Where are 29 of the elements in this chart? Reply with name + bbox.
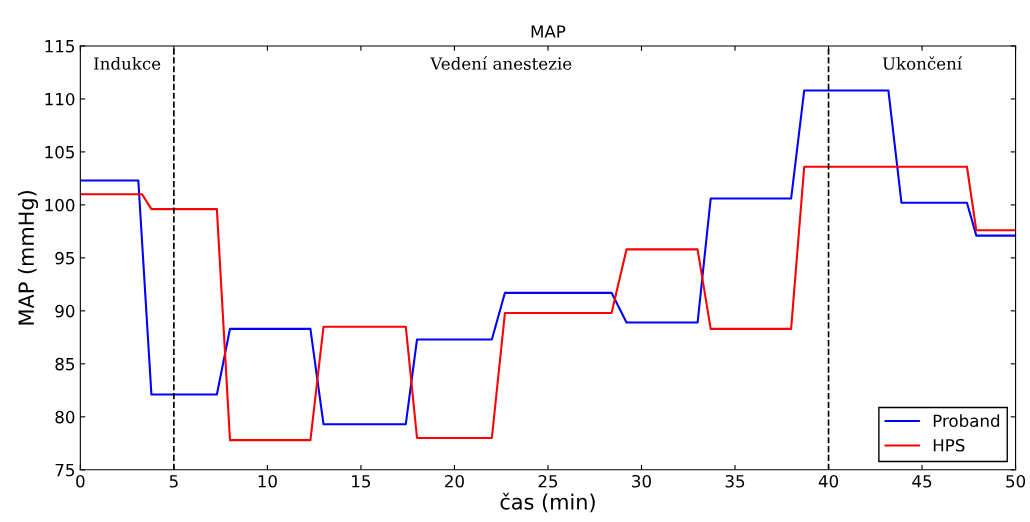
x-tick-label: 0 — [76, 474, 85, 488]
x-axis-title: čas (min) — [500, 492, 595, 513]
annotation: Ukončení — [882, 56, 963, 70]
x-tick-label: 15 — [352, 475, 371, 488]
x-tick-label: 10 — [258, 474, 277, 488]
x-tick-label: 45 — [912, 475, 932, 488]
x-tick-label: 50 — [1006, 474, 1026, 488]
legend-label: Proband — [933, 414, 1000, 428]
x-tick-label: 25 — [538, 474, 558, 488]
annotation: Vedení anestezie — [430, 56, 572, 70]
y-tick-label: 105 — [45, 145, 75, 159]
y-tick-label: 100 — [45, 198, 75, 212]
y-tick-label: 75 — [55, 463, 75, 477]
y-tick-label: 115 — [45, 40, 75, 53]
chart-title: MAP — [531, 25, 566, 38]
annotation: Indukce — [94, 56, 161, 70]
line-series — [80, 89, 1016, 426]
x-tick-label: 30 — [632, 474, 651, 488]
y-tick-label: 85 — [55, 357, 75, 371]
x-tick-label: 20 — [445, 474, 464, 488]
y-axis-title: MAP (mmHg) — [17, 191, 39, 325]
y-tick-label: 90 — [55, 304, 75, 318]
y-tick-label: 95 — [55, 251, 75, 265]
x-tick-label: 35 — [725, 474, 745, 488]
x-tick-label: 5 — [169, 475, 178, 488]
x-tick-label: 40 — [818, 474, 839, 488]
y-tick-label: 110 — [45, 92, 75, 106]
legend-label: HPS — [933, 438, 965, 452]
y-tick-label: 80 — [55, 410, 75, 424]
